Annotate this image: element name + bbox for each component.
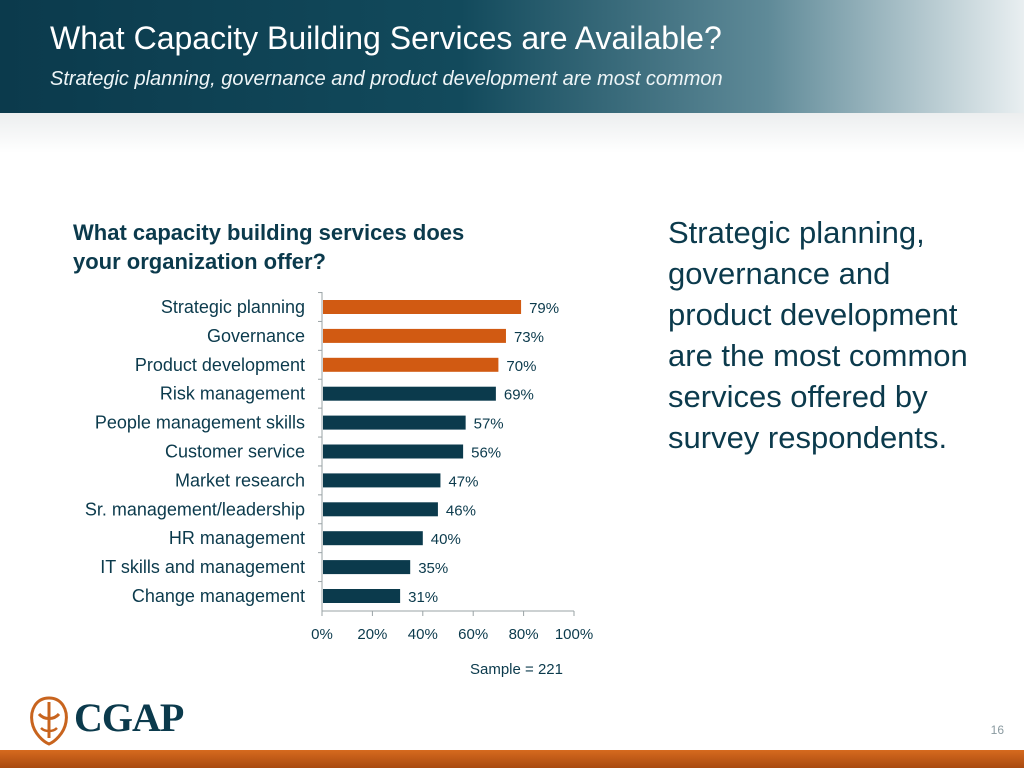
page-number: 16 (990, 723, 1004, 737)
data-label: 70% (506, 358, 536, 375)
data-label: 47% (448, 473, 478, 490)
x-tick-label: 60% (458, 626, 488, 643)
banner-shadow (0, 113, 1024, 153)
category-label: Product development (135, 355, 305, 375)
category-label: Strategic planning (161, 297, 305, 317)
chart-title: What capacity building services does you… (73, 220, 465, 274)
bar (323, 386, 496, 401)
category-label: Governance (207, 326, 305, 346)
data-label: 40% (431, 531, 461, 548)
data-label: 56% (471, 445, 501, 462)
bar (323, 531, 423, 546)
data-label: 69% (504, 387, 534, 404)
category-label: Risk management (160, 384, 305, 404)
x-tick-label: 80% (509, 626, 539, 643)
x-tick-label: 0% (311, 626, 333, 643)
bar (323, 473, 441, 488)
cgap-logo: CGAP (26, 692, 196, 748)
category-label: Change management (132, 586, 305, 606)
bar (323, 502, 438, 517)
x-tick-label: 100% (555, 626, 593, 643)
bar (323, 589, 401, 603)
data-label: 73% (514, 329, 544, 346)
data-label: 35% (418, 560, 448, 577)
slide-subtitle: Strategic planning, governance and produ… (50, 68, 723, 90)
bar (323, 444, 464, 459)
bar (323, 415, 466, 430)
footer-bar (0, 750, 1024, 768)
bar (323, 357, 499, 372)
data-label: 79% (529, 300, 559, 317)
title-banner: What Capacity Building Services are Avai… (0, 0, 1024, 113)
slide-title: What Capacity Building Services are Avai… (50, 20, 722, 56)
bar-chart: Strategic planning 79% Governance 73% Produc… (85, 292, 593, 643)
category-label: IT skills and management (100, 557, 305, 577)
data-label: 57% (474, 416, 504, 433)
category-label: People management skills (95, 413, 305, 433)
category-label: Sr. management/leadership (85, 499, 305, 519)
category-label: Market research (175, 470, 305, 490)
sample-size-note: Sample = 221 (470, 661, 563, 678)
bar (323, 328, 506, 343)
cgap-emblem-icon (30, 696, 68, 746)
bar (323, 300, 522, 314)
logo-wordmark: CGAP (74, 695, 184, 740)
category-label: HR management (169, 528, 305, 548)
bar (323, 560, 411, 575)
category-label: Customer service (165, 442, 305, 462)
x-tick-label: 40% (408, 626, 438, 643)
key-takeaway-text: Strategic planning, governance and produ… (668, 215, 968, 455)
data-label: 31% (408, 589, 438, 606)
data-label: 46% (446, 502, 476, 519)
x-tick-label: 20% (357, 626, 387, 643)
